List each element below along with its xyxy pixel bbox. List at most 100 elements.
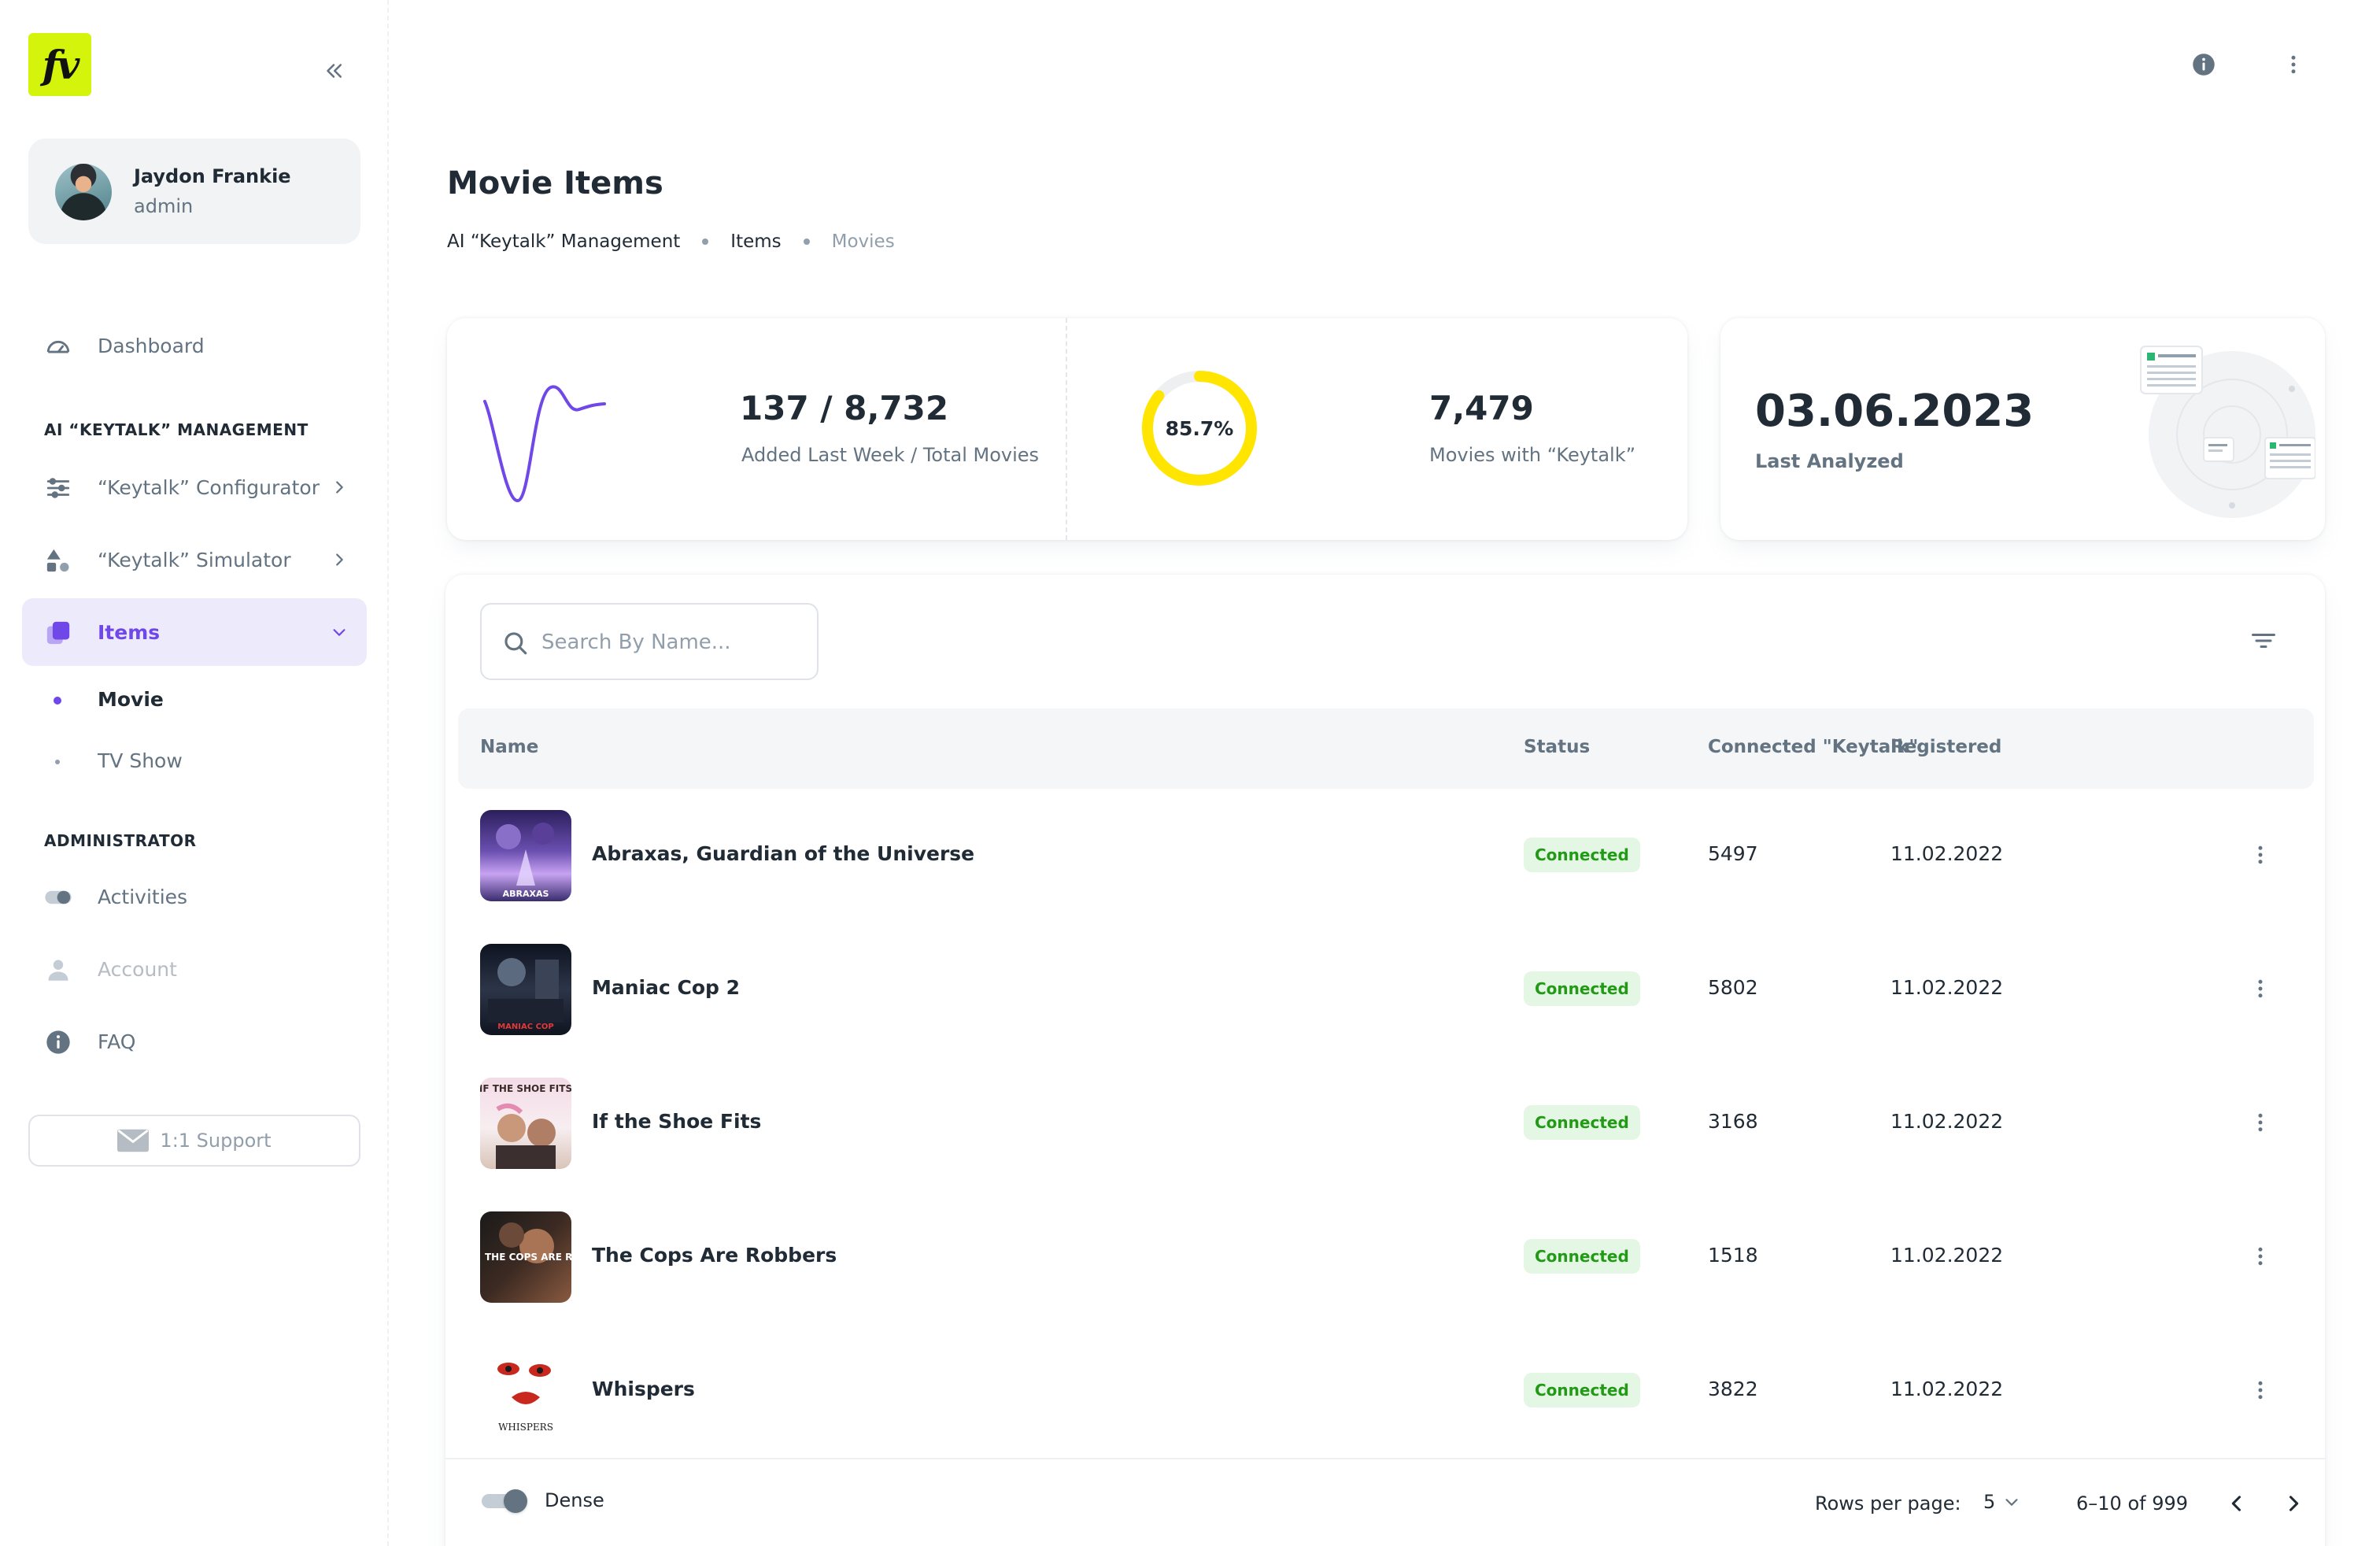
- breadcrumb-item[interactable]: Items: [730, 231, 782, 252]
- column-header-status[interactable]: Status: [1524, 737, 1591, 757]
- movie-name[interactable]: The Cops Are Robbers: [592, 1244, 837, 1267]
- chevron-down-icon: [329, 622, 349, 642]
- previous-page-button[interactable]: [2219, 1486, 2254, 1521]
- row-more-button[interactable]: [2245, 1107, 2276, 1138]
- more-vertical-icon: [2258, 979, 2263, 998]
- sidebar-subitem-movie[interactable]: Movie: [44, 680, 359, 719]
- movie-name[interactable]: Abraxas, Guardian of the Universe: [592, 842, 975, 865]
- rows-per-page-value: 5: [1983, 1491, 1996, 1513]
- sidebar: fv Jaydon Frankie admin Dashboard AI “KE…: [0, 0, 389, 1546]
- more-options-button[interactable]: [2276, 47, 2311, 82]
- sidebar-item-label: “Keytalk” Configurator: [98, 475, 320, 499]
- trend-sparkline: [483, 385, 606, 502]
- dashboard-gauge-icon: [44, 332, 72, 361]
- sidebar-item-faq[interactable]: FAQ: [22, 1008, 367, 1075]
- keytalk-count: 3822: [1708, 1378, 1758, 1400]
- last-analyzed-card: 03.06.2023 Last Analyzed: [1720, 318, 2325, 540]
- more-vertical-icon: [2291, 55, 2296, 74]
- status-badge: Connected: [1524, 1239, 1640, 1274]
- user-role: admin: [134, 195, 194, 217]
- table-row[interactable]: WHISPERS Whispers Connected 3822 11.02.2…: [458, 1324, 2314, 1458]
- analysis-illustration: [2140, 346, 2315, 518]
- table-row[interactable]: IF THE SHOE FITS If the Shoe Fits Connec…: [458, 1056, 2314, 1190]
- sidebar-item-label: FAQ: [98, 1030, 136, 1053]
- info-button[interactable]: [2186, 47, 2221, 82]
- more-vertical-icon: [2258, 1113, 2263, 1132]
- table-row[interactable]: THE COPS ARE ROBBERS The Cops Are Robber…: [458, 1190, 2314, 1324]
- sidebar-item-activities[interactable]: Activities: [22, 863, 367, 930]
- poster-text: IF THE SHOE FITS: [480, 1083, 571, 1094]
- sidebar-subitem-label: Movie: [98, 688, 164, 711]
- poster-text: WHISPERS: [498, 1422, 553, 1433]
- more-vertical-icon: [2258, 845, 2263, 864]
- avatar: [55, 164, 112, 220]
- next-page-button[interactable]: [2276, 1486, 2311, 1521]
- rows-per-page-select[interactable]: 5: [1983, 1485, 2034, 1519]
- added-total-value: 137 / 8,732: [740, 389, 949, 427]
- breadcrumb-separator: [702, 239, 709, 245]
- breadcrumb-item[interactable]: AI “Keytalk” Management: [447, 231, 681, 252]
- sidebar-item-label: Items: [98, 620, 161, 644]
- table-row[interactable]: MANIAC COP Maniac Cop 2 Connected 5802 1…: [458, 923, 2314, 1056]
- movie-name[interactable]: Whispers: [592, 1378, 695, 1400]
- column-header-name[interactable]: Name: [480, 737, 539, 757]
- sliders-icon: [44, 474, 72, 502]
- last-analyzed-label: Last Analyzed: [1755, 450, 1904, 472]
- sidebar-item-label: Dashboard: [98, 334, 205, 357]
- status-badge: Connected: [1524, 1105, 1640, 1140]
- column-header-registered[interactable]: Registered: [1890, 737, 2002, 757]
- brand-logo[interactable]: fv: [28, 33, 91, 96]
- movie-name[interactable]: Maniac Cop 2: [592, 976, 741, 999]
- status-badge: Connected: [1524, 1373, 1640, 1407]
- poster-text: THE COPS ARE ROBBERS: [485, 1252, 571, 1263]
- row-more-button[interactable]: [2245, 1374, 2276, 1406]
- support-button[interactable]: 1:1 Support: [28, 1115, 360, 1167]
- row-more-button[interactable]: [2245, 973, 2276, 1004]
- layers-icon: [44, 619, 72, 647]
- search-input[interactable]: [541, 623, 801, 661]
- sidebar-item-label: “Keytalk” Simulator: [98, 548, 291, 571]
- poster-text: ABRAXAS: [503, 889, 549, 899]
- breadcrumb-current: Movies: [831, 231, 895, 252]
- keytalk-count: 1518: [1708, 1244, 1758, 1267]
- table-row[interactable]: ABRAXAS Abraxas, Guardian of the Univers…: [458, 789, 2314, 923]
- registered-date: 11.02.2022: [1890, 1244, 2004, 1267]
- toggle-icon: [44, 883, 72, 912]
- shapes-icon: [44, 546, 72, 575]
- breadcrumb-separator: [803, 239, 810, 245]
- registered-date: 11.02.2022: [1890, 976, 2004, 999]
- sidebar-item-account[interactable]: Account: [22, 935, 367, 1003]
- percent-ring: [1142, 371, 1257, 486]
- poster-text: MANIAC COP: [497, 1023, 554, 1031]
- pagination-range: 6–10 of 999: [2076, 1492, 2189, 1515]
- row-more-button[interactable]: [2245, 839, 2276, 871]
- registered-date: 11.02.2022: [1890, 842, 2004, 865]
- collapse-sidebar-button[interactable]: [318, 55, 349, 87]
- movie-poster: ABRAXAS: [480, 810, 571, 901]
- row-more-button[interactable]: [2245, 1241, 2276, 1272]
- chevron-right-icon: [329, 477, 349, 497]
- sidebar-item-dashboard[interactable]: Dashboard: [22, 312, 367, 379]
- dense-label: Dense: [545, 1489, 604, 1511]
- sidebar-subitem-tv-show[interactable]: TV Show: [44, 742, 359, 781]
- sidebar-item-configurator[interactable]: “Keytalk” Configurator: [22, 453, 367, 521]
- sidebar-item-label: Account: [98, 957, 177, 981]
- filter-button[interactable]: [2245, 622, 2282, 660]
- movie-poster: IF THE SHOE FITS: [480, 1078, 571, 1169]
- keytalk-count-label: Movies with “Keytalk”: [1429, 444, 1636, 466]
- added-total-label: Added Last Week / Total Movies: [741, 444, 1040, 466]
- sidebar-item-simulator[interactable]: “Keytalk” Simulator: [22, 526, 367, 594]
- movie-name[interactable]: If the Shoe Fits: [592, 1110, 762, 1133]
- page-title: Movie Items: [447, 165, 663, 202]
- more-vertical-icon: [2258, 1247, 2263, 1266]
- column-header-keytalk[interactable]: Connected "Keytalk": [1708, 737, 1919, 757]
- dense-toggle[interactable]: [475, 1489, 529, 1513]
- chevron-down-icon: [2005, 1499, 2018, 1506]
- info-icon: [44, 1028, 72, 1056]
- search-field[interactable]: [480, 603, 819, 680]
- stats-divider: [1066, 318, 1067, 540]
- user-card[interactable]: Jaydon Frankie admin: [28, 139, 360, 244]
- movie-poster: MANIAC COP: [480, 944, 571, 1035]
- registered-date: 11.02.2022: [1890, 1378, 2004, 1400]
- sidebar-item-items[interactable]: Items: [22, 598, 367, 666]
